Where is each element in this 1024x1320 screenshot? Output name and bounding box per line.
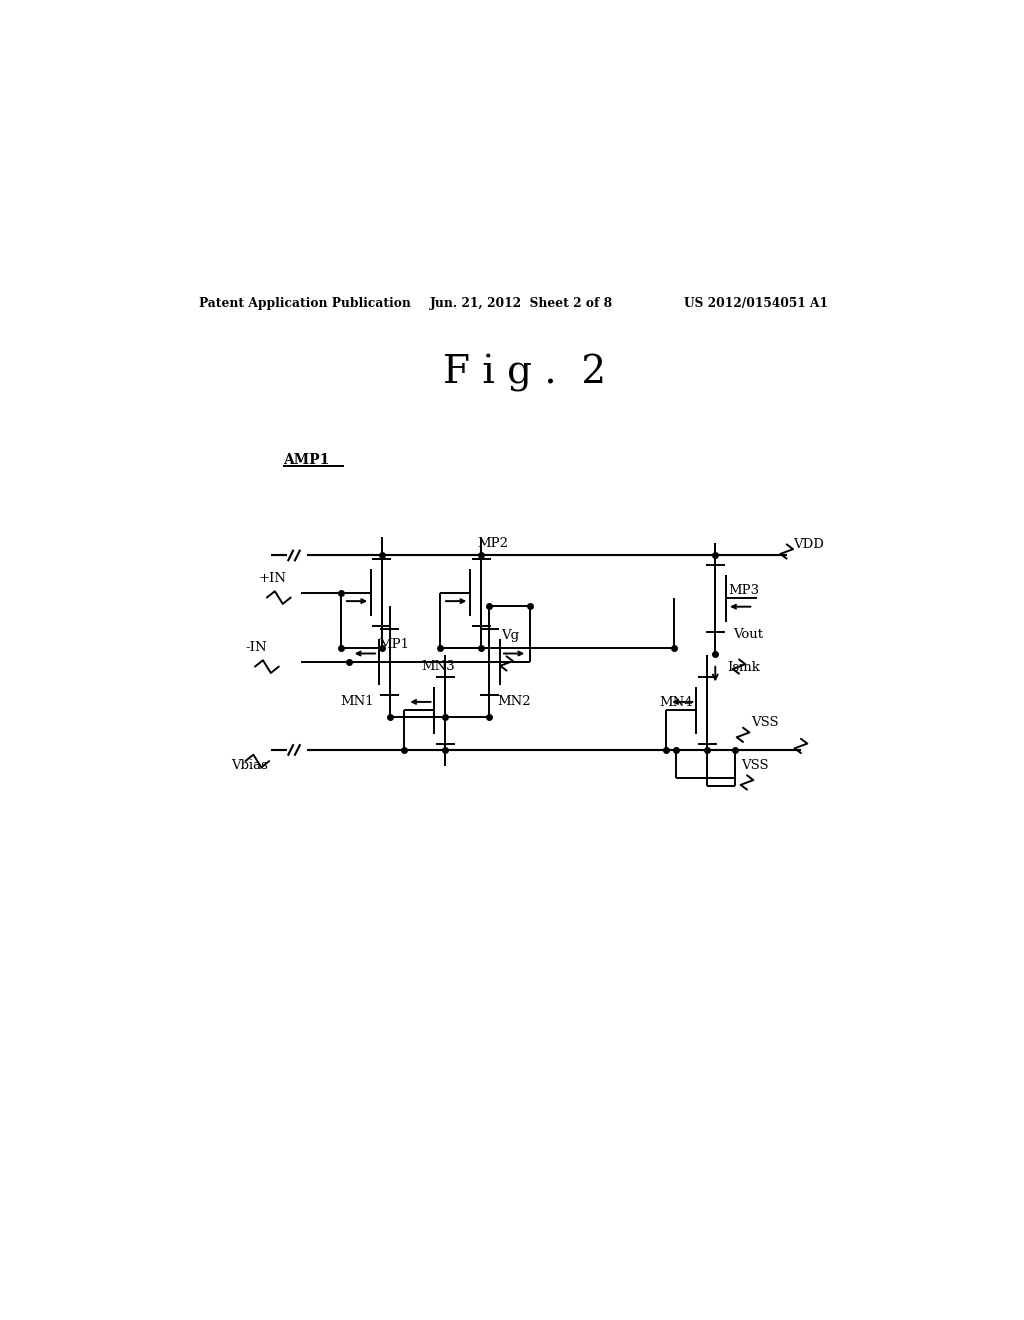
- Text: -IN: -IN: [246, 642, 267, 653]
- Text: Vg: Vg: [501, 630, 519, 642]
- Text: Patent Application Publication: Patent Application Publication: [200, 297, 412, 310]
- Text: MP2: MP2: [477, 537, 508, 550]
- Text: MP1: MP1: [378, 638, 409, 651]
- Text: Vout: Vout: [733, 628, 763, 642]
- Text: MN3: MN3: [422, 660, 456, 673]
- Text: US 2012/0154051 A1: US 2012/0154051 A1: [684, 297, 827, 310]
- Text: +IN: +IN: [259, 572, 287, 585]
- Text: VSS: VSS: [751, 715, 778, 729]
- Text: VDD: VDD: [793, 537, 824, 550]
- Text: Vbias: Vbias: [231, 759, 268, 772]
- Text: Isink: Isink: [727, 661, 760, 675]
- Text: AMP1: AMP1: [283, 453, 329, 467]
- Text: Jun. 21, 2012  Sheet 2 of 8: Jun. 21, 2012 Sheet 2 of 8: [430, 297, 612, 310]
- Text: VSS: VSS: [741, 759, 769, 772]
- Text: F i g .  2: F i g . 2: [443, 354, 606, 392]
- Text: MN2: MN2: [497, 696, 530, 708]
- Text: MN1: MN1: [341, 696, 375, 708]
- Text: MP3: MP3: [728, 583, 759, 597]
- Text: MN4: MN4: [659, 696, 693, 709]
